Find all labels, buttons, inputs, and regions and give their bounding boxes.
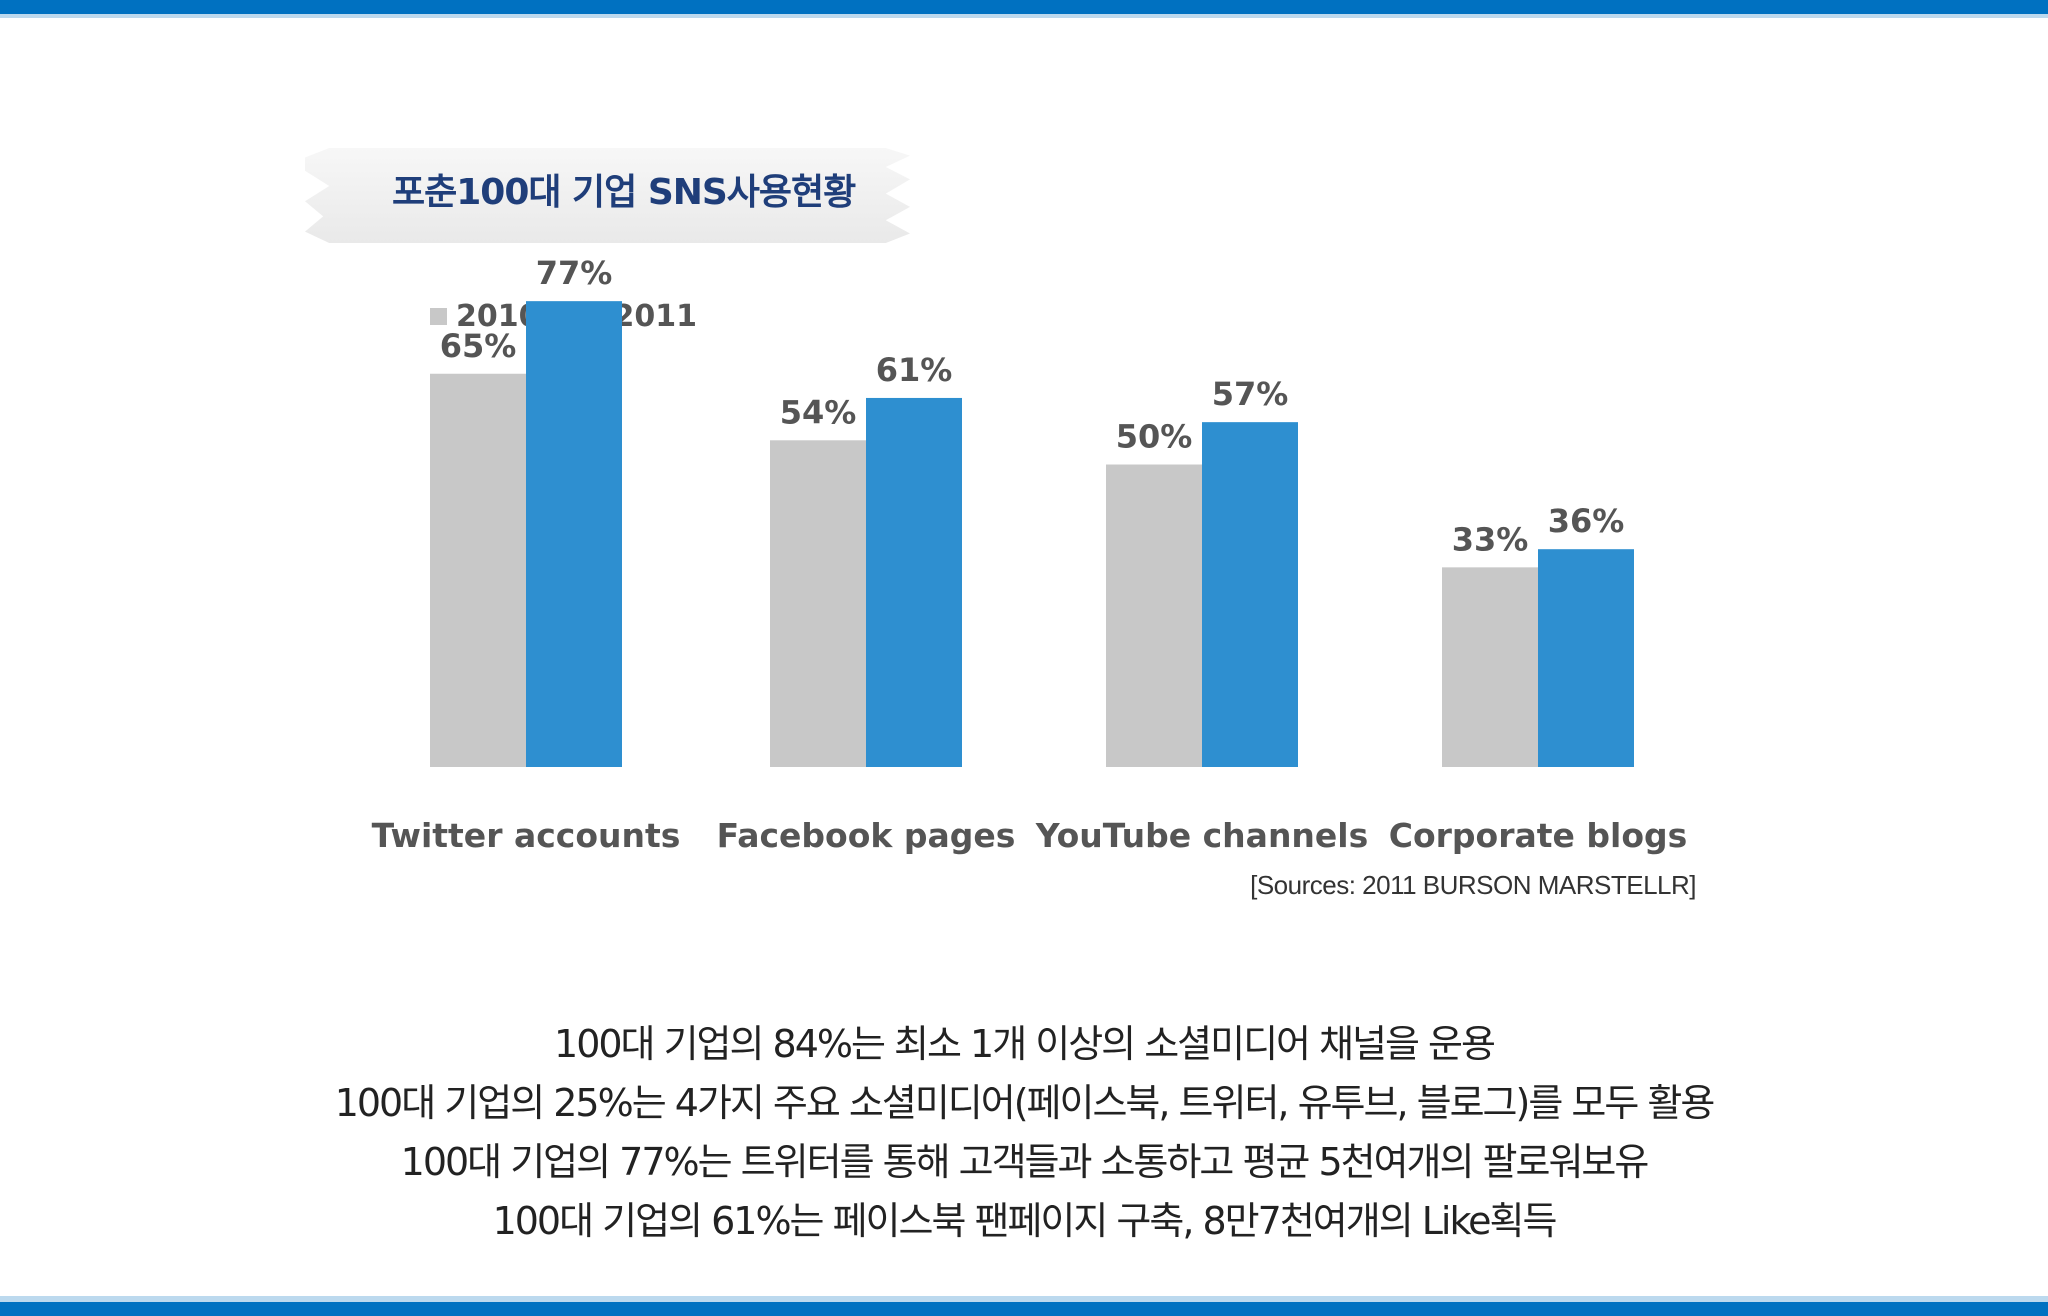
bar-2011-4 — [1538, 549, 1634, 767]
bar-2011-3 — [1202, 422, 1298, 767]
value-label-2010-4: 33% — [1452, 520, 1529, 558]
value-label-2010-3: 50% — [1116, 418, 1193, 456]
bar-2010-4 — [1442, 567, 1538, 767]
source-note: [Sources: 2011 BURSON MARSTELLR] — [1250, 870, 1696, 900]
category-label-2: Facebook pages — [717, 816, 1016, 855]
category-label-1: Twitter accounts — [372, 816, 681, 855]
chart-title: 포춘100대 기업 SNS사용현황 — [392, 172, 856, 213]
legend-swatch-2010 — [430, 307, 447, 325]
bar-2010-1 — [430, 373, 526, 767]
value-label-2010-2: 54% — [780, 393, 857, 431]
title-banner — [305, 148, 910, 243]
note-line-1: 100대 기업의 84%는 최소 1개 이상의 소셜미디어 채널을 운용 — [554, 1022, 1496, 1066]
bottom-accent-line — [0, 1296, 2048, 1302]
bar-2011-2 — [866, 397, 962, 767]
value-label-2010-1: 65% — [440, 327, 517, 365]
bottom-accent-bar — [0, 1302, 2048, 1316]
note-line-2: 100대 기업의 25%는 4가지 주요 소셜미디어(페이스북, 트위터, 유투… — [334, 1081, 1716, 1125]
bar-2011-1 — [526, 301, 622, 767]
value-label-2011-2: 61% — [876, 351, 953, 389]
bar-2010-2 — [770, 440, 866, 767]
legend-label-2010: 2010 — [456, 298, 540, 334]
value-label-2011-4: 36% — [1548, 502, 1625, 540]
note-line-3: 100대 기업의 77%는 트위터를 통해 고객들과 소통하고 평균 5천여개의… — [400, 1140, 1650, 1184]
value-label-2011-3: 57% — [1212, 375, 1289, 413]
summary-notes: 100대 기업의 84%는 최소 1개 이상의 소셜미디어 채널을 운용 100… — [0, 1015, 2048, 1251]
legend-item-2010: 2010 — [430, 299, 540, 334]
bar-2010-3 — [1106, 464, 1202, 767]
top-accent-line — [0, 14, 2048, 18]
category-label-3: YouTube channels — [1035, 816, 1369, 855]
note-line-4: 100대 기업의 61%는 페이스북 팬페이지 구축, 8만7천여개의 Like… — [492, 1199, 1558, 1243]
legend-label-2011: 2011 — [613, 298, 698, 334]
top-accent-bar — [0, 0, 2048, 14]
category-label-4: Corporate blogs — [1389, 816, 1688, 855]
value-label-2011-1: 77% — [536, 254, 613, 292]
